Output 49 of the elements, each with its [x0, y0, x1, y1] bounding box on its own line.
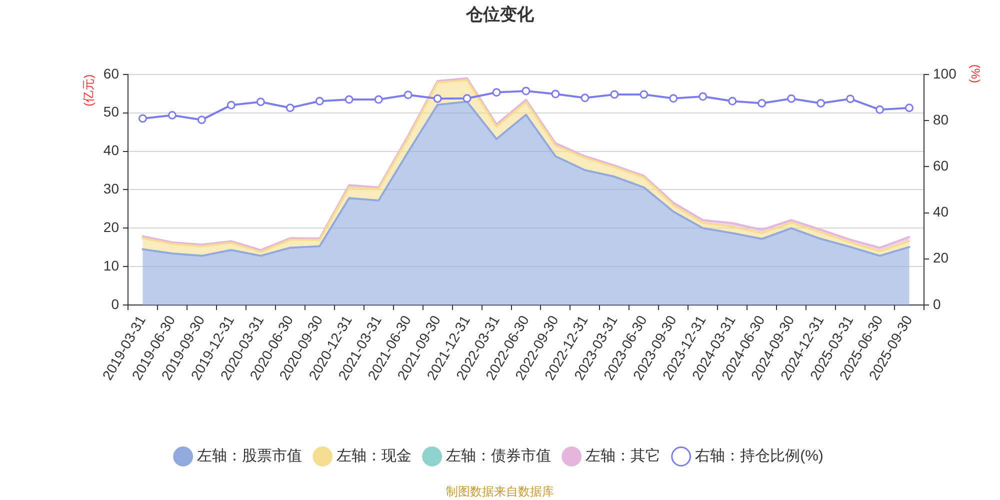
- point: [168, 110, 176, 120]
- y-tick-label: 50: [103, 104, 120, 120]
- point: [138, 114, 147, 123]
- point: [374, 95, 383, 104]
- point: [698, 92, 708, 101]
- point: [286, 104, 294, 112]
- y2-tick-label: 100: [933, 65, 957, 82]
- y2-tick-label: 60: [933, 158, 949, 174]
- point: [640, 90, 648, 99]
- y2-tick-label: 80: [933, 111, 949, 128]
- point: [226, 100, 236, 110]
- y-tick-label: 0: [111, 296, 120, 312]
- point: [404, 90, 412, 100]
- y2-tick-label: 40: [933, 204, 949, 220]
- point: [256, 98, 265, 106]
- point: [905, 104, 914, 112]
- y-tick-label: 10: [103, 257, 120, 274]
- text: 制图数据来自数据库: [446, 484, 554, 498]
- point: [580, 94, 590, 102]
- y-tick-label: 20: [103, 218, 120, 235]
- point: [610, 90, 619, 99]
- point: [315, 96, 324, 106]
- y-tick-label: 30: [103, 180, 120, 197]
- point: [669, 94, 678, 103]
- point: [462, 94, 472, 103]
- point: [758, 98, 766, 108]
- legend-label: 左轴：现金: [336, 448, 412, 465]
- point: [522, 86, 530, 96]
- point: [728, 96, 737, 106]
- y-tick-label: 60: [103, 65, 120, 82]
- y2-tick-label: 0: [933, 296, 941, 312]
- y2-axis-title: (%): [968, 64, 983, 84]
- legend-label: 左轴：债券市值: [446, 448, 552, 465]
- legend-label: 左轴：其它: [586, 448, 661, 465]
- y2-tick-label: 20: [933, 250, 949, 266]
- point: [876, 105, 884, 114]
- chart-title: 仓位变化: [465, 4, 535, 24]
- point: [197, 116, 206, 124]
- point: [846, 94, 855, 104]
- legend-label: 左轴：股票市值: [197, 448, 302, 465]
- point: [344, 95, 354, 104]
- point: [816, 98, 826, 108]
- y-tick-label: 40: [103, 142, 120, 158]
- legend-label: 右轴：持仓比例(%): [695, 448, 824, 465]
- point: [433, 94, 442, 103]
- point: [492, 88, 501, 97]
- y-axis-title: (亿元): [81, 74, 96, 106]
- point: [551, 90, 560, 98]
- point: [787, 94, 796, 103]
